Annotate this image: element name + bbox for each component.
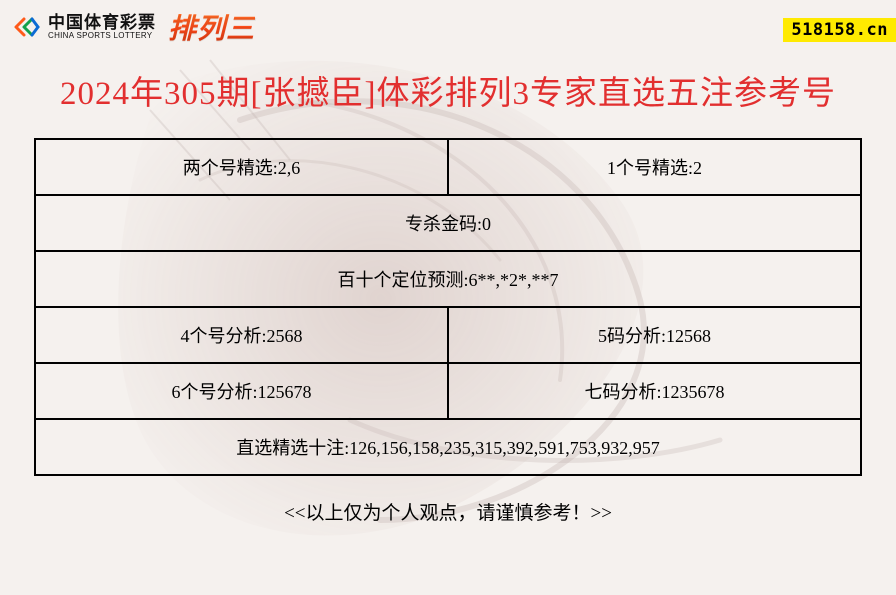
header: 中国体育彩票 CHINA SPORTS LOTTERY 排列三 518158.c… (0, 0, 896, 48)
cell-two-num-select: 两个号精选:2,6 (35, 139, 448, 195)
cell-six-num-analysis: 6个号分析:125678 (35, 363, 448, 419)
logo-cn: 中国体育彩票 (48, 14, 156, 32)
table-row: 百十个定位预测:6**,*2*,**7 (35, 251, 861, 307)
cell-position-predict: 百十个定位预测:6**,*2*,**7 (35, 251, 861, 307)
cell-five-code-analysis: 5码分析:12568 (448, 307, 861, 363)
cell-seven-code-analysis: 七码分析:1235678 (448, 363, 861, 419)
table-row: 4个号分析:2568 5码分析:12568 (35, 307, 861, 363)
page-title: 2024年305期[张撼臣]体彩排列3专家直选五注参考号 (0, 66, 896, 114)
logo-block: 中国体育彩票 CHINA SPORTS LOTTERY 排列三 (10, 7, 255, 47)
lottery-logo-icon (10, 11, 42, 43)
footer-disclaimer: <<以上仅为个人观点，请谨慎参考！>> (0, 498, 896, 525)
table-row: 两个号精选:2,6 1个号精选:2 (35, 139, 861, 195)
logo-en: CHINA SPORTS LOTTERY (48, 32, 156, 40)
cell-four-num-analysis: 4个号分析:2568 (35, 307, 448, 363)
site-badge: 518158.cn (783, 18, 896, 42)
cell-direct-select-ten: 直选精选十注:126,156,158,235,315,392,591,753,9… (35, 419, 861, 475)
table-row: 专杀金码:0 (35, 195, 861, 251)
cell-one-num-select: 1个号精选:2 (448, 139, 861, 195)
logo-pailiesan: 排列三 (168, 7, 255, 47)
logo-text: 中国体育彩票 CHINA SPORTS LOTTERY (48, 14, 156, 40)
prediction-table: 两个号精选:2,6 1个号精选:2 专杀金码:0 百十个定位预测:6**,*2*… (34, 138, 862, 476)
table-row: 直选精选十注:126,156,158,235,315,392,591,753,9… (35, 419, 861, 475)
cell-kill-code: 专杀金码:0 (35, 195, 861, 251)
table-row: 6个号分析:125678 七码分析:1235678 (35, 363, 861, 419)
